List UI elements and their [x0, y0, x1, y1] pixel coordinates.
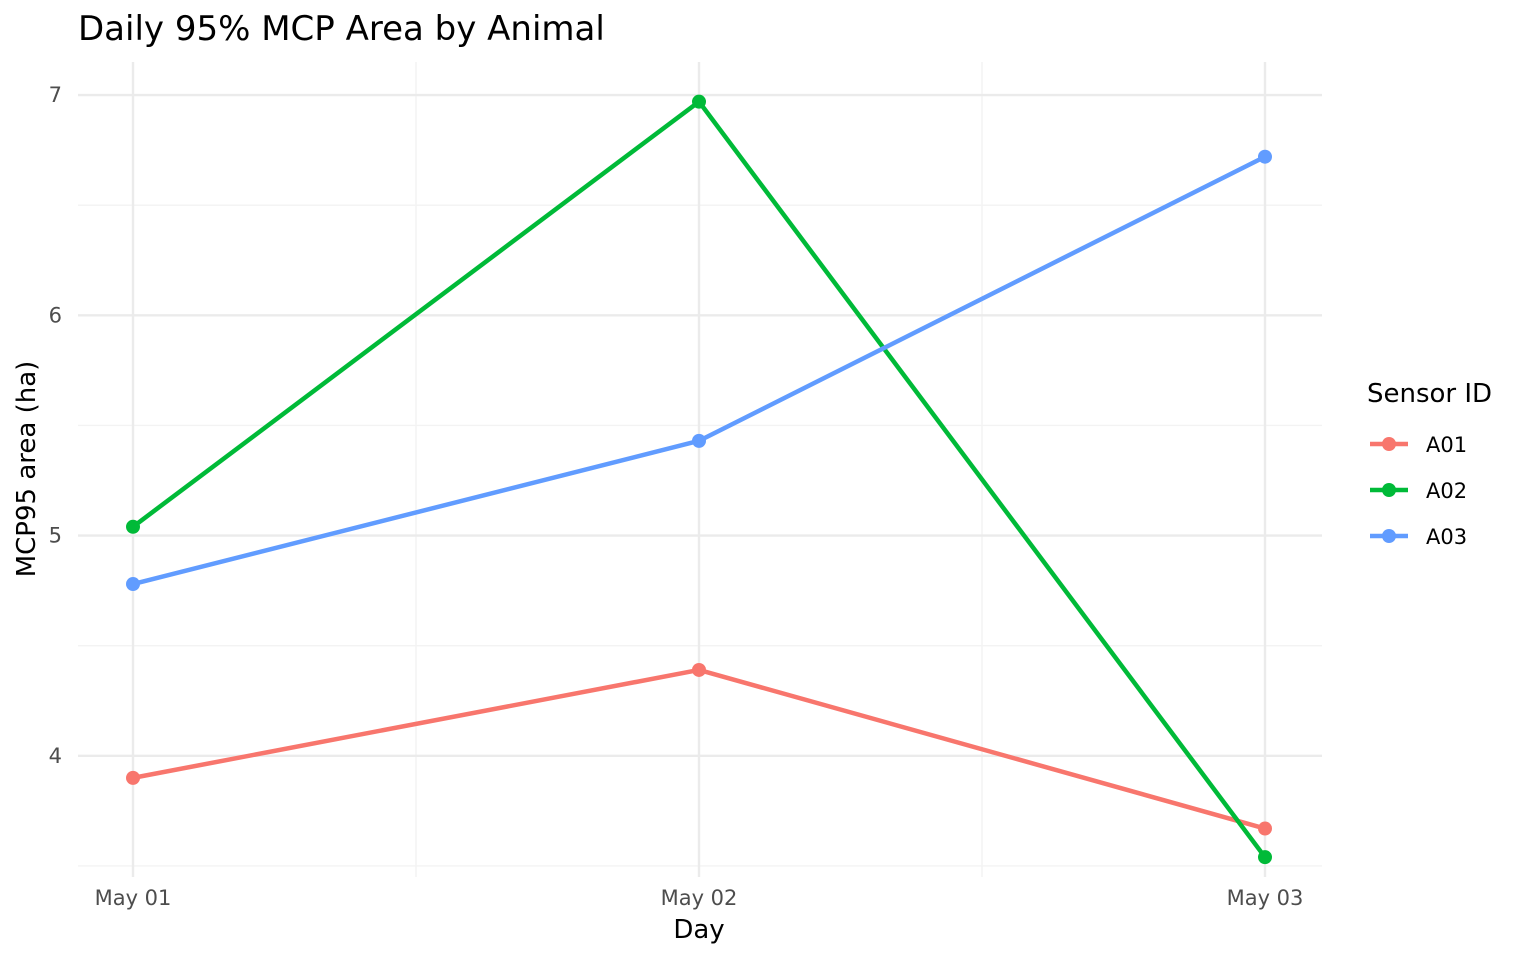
data-point-a01 [1258, 821, 1272, 836]
y-tick-label: 5 [49, 524, 62, 548]
data-point-a01 [692, 662, 706, 677]
x-tick-label: May 01 [95, 886, 172, 910]
legend-label: A03 [1426, 525, 1467, 549]
x-axis-ticks: May 01 May 02 May 03 [95, 886, 1304, 910]
chart-title: Daily 95% MCP Area by Animal [78, 9, 605, 49]
x-axis-title: Day [673, 915, 724, 945]
data-point-a02 [126, 519, 140, 534]
series-layer [126, 94, 1272, 865]
data-point-a02 [1258, 850, 1272, 865]
data-point-a03 [1258, 149, 1272, 164]
legend-item-a01: A01 [1370, 433, 1467, 457]
data-point-a02 [692, 94, 706, 109]
y-tick-label: 4 [49, 744, 62, 768]
legend-title: Sensor ID [1367, 379, 1492, 409]
legend-label: A02 [1426, 479, 1467, 503]
legend-item-a03: A03 [1370, 525, 1467, 549]
legend-label: A01 [1426, 433, 1467, 457]
data-point-a03 [692, 433, 706, 448]
legend-swatch-point [1382, 437, 1396, 451]
legend-swatch-point [1382, 529, 1396, 543]
legend-item-a02: A02 [1370, 479, 1467, 503]
x-tick-label: May 02 [661, 886, 738, 910]
y-axis-title: MCP95 area (ha) [12, 361, 42, 578]
y-axis-ticks: 4 5 6 7 [49, 83, 62, 768]
data-point-a01 [126, 770, 140, 785]
x-tick-label: May 03 [1227, 886, 1304, 910]
y-tick-label: 6 [49, 303, 62, 327]
legend: Sensor ID A01 A02 A03 [1367, 379, 1492, 549]
data-point-a03 [126, 577, 140, 592]
y-tick-label: 7 [49, 83, 62, 107]
legend-swatch-point [1382, 483, 1396, 497]
grid [78, 62, 1322, 877]
